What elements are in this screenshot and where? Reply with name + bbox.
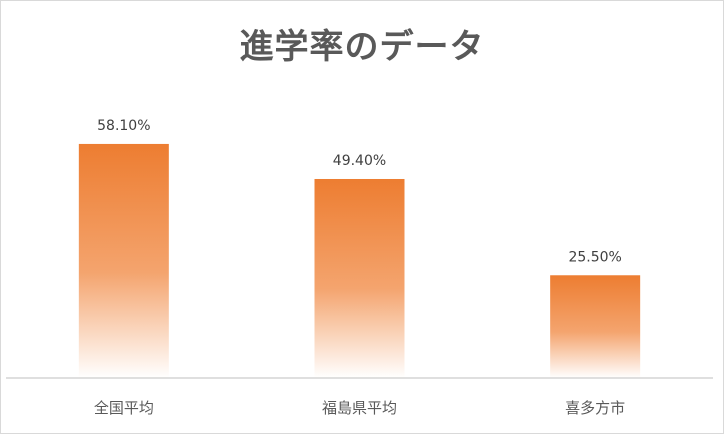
data-label-2: 49.40% [333, 153, 386, 169]
data-label-1: 58.10% [97, 118, 150, 134]
bar-3 [550, 275, 641, 378]
category-label-3: 喜多方市 [565, 399, 625, 417]
data-label-3: 25.50% [568, 249, 621, 265]
category-label-2: 福島県平均 [322, 399, 397, 417]
bar-2 [314, 178, 405, 378]
chart-title: 進学率のデータ [239, 27, 485, 67]
bar-1 [78, 143, 169, 378]
category-label-1: 全国平均 [94, 399, 154, 417]
